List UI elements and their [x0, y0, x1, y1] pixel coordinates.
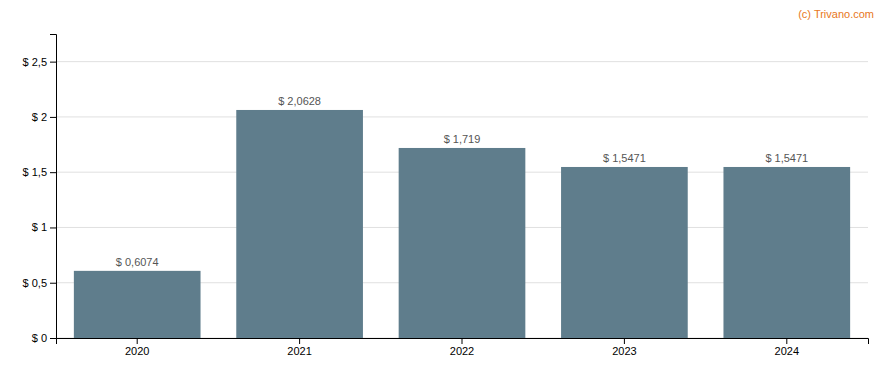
bar: [561, 167, 688, 338]
bar: [723, 167, 850, 338]
bar: [236, 110, 363, 338]
x-tick-label: 2023: [612, 345, 636, 357]
y-tick-mark: [50, 62, 56, 63]
x-axis: 2020 2021 2022 2023 2024: [57, 338, 869, 357]
grid: [56, 62, 868, 338]
data-label: $ 1,5471: [603, 152, 646, 164]
y-tick-mark: [50, 117, 56, 118]
chart-svg: $ 0 $ 0,5 $ 1 $ 1,5 $ 2 $ 2,5 2020 2021 2022 2023…: [0, 0, 888, 370]
grid-line: [56, 61, 868, 62]
y-tick-label: $ 2,5: [23, 56, 47, 68]
y-tick-mark: [50, 283, 56, 284]
y-tick: $ 2,5: [23, 56, 56, 68]
x-tick: 2023: [612, 338, 636, 357]
x-tick-mark: [624, 338, 625, 344]
x-tick: 2021: [287, 338, 311, 357]
x-tick-label: 2024: [775, 345, 799, 357]
y-tick-label: $ 0: [32, 332, 47, 344]
y-tick: $ 2: [32, 111, 56, 123]
chart-container: $ 0 $ 0,5 $ 1 $ 1,5 $ 2 $ 2,5 2020 2021 2022 2023…: [0, 0, 888, 370]
data-label: $ 1,5471: [765, 152, 808, 164]
data-label: $ 2,0628: [278, 95, 321, 107]
y-tick: $ 1: [32, 221, 56, 233]
grid-line: [56, 116, 868, 117]
x-tick-mark: [299, 338, 300, 344]
x-tick-label: 2020: [125, 345, 149, 357]
x-tick: 2024: [775, 338, 799, 357]
x-tick-mark: [137, 338, 138, 344]
y-tick-label: $ 0,5: [23, 277, 47, 289]
y-axis-line: [50, 35, 57, 339]
data-labels: $ 0,6074 $ 2,0628 $ 1,719 $ 1,5471 $ 1,5471: [116, 95, 808, 268]
bar: [399, 148, 526, 338]
data-label: $ 1,719: [444, 133, 481, 145]
x-tick-label: 2021: [287, 345, 311, 357]
y-tick-mark: [50, 172, 56, 173]
y-tick-label: $ 2: [32, 111, 47, 123]
x-tick-mark: [786, 338, 787, 344]
y-tick-label: $ 1,5: [23, 166, 47, 178]
y-tick: $ 1,5: [23, 166, 56, 178]
x-axis-line: [57, 339, 869, 345]
y-tick-label: $ 1: [32, 221, 47, 233]
bar: [74, 271, 201, 338]
plot-area: $ 0 $ 0,5 $ 1 $ 1,5 $ 2 $ 2,5 2020 2021 2022 2023…: [23, 35, 869, 357]
y-tick-mark: [50, 227, 56, 228]
x-tick: 2022: [450, 338, 474, 357]
bars: [74, 110, 850, 338]
x-tick: 2020: [125, 338, 149, 357]
data-label: $ 0,6074: [116, 256, 159, 268]
watermark: (c) Trivano.com: [798, 8, 874, 20]
x-tick-label: 2022: [450, 345, 474, 357]
y-tick-mark: [50, 338, 56, 339]
y-tick: $ 0: [32, 332, 56, 344]
y-axis: $ 0 $ 0,5 $ 1 $ 1,5 $ 2 $ 2,5: [23, 35, 57, 345]
y-tick: $ 0,5: [23, 277, 56, 289]
x-tick-mark: [462, 338, 463, 344]
